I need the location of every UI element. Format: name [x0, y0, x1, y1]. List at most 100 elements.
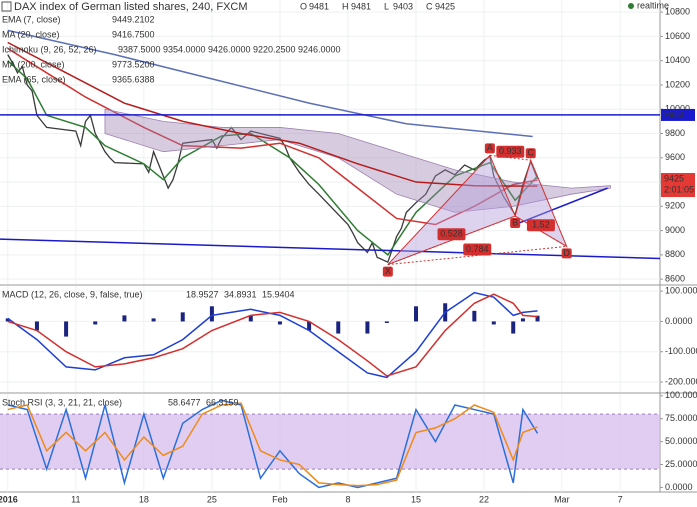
- legend-value: 9426.0000: [208, 44, 251, 54]
- ichimoku-cloud: [104, 108, 611, 213]
- histogram-bar: [511, 321, 516, 334]
- legend-label: MA (200, close): [2, 59, 65, 69]
- point-label: X: [385, 266, 391, 276]
- series-line: [7, 47, 538, 226]
- series-line: [7, 402, 538, 487]
- chart-title: DAX index of German listed shares, 240, …: [14, 1, 248, 13]
- plot-area: [0, 399, 660, 489]
- hline-tag-label: 9953: [664, 109, 684, 119]
- point-marker: [525, 148, 536, 159]
- legend-value: 9773.5200: [112, 59, 155, 69]
- ratio-box: [526, 219, 555, 232]
- price-tag-label: 9425: [664, 173, 684, 183]
- status: realtime: [637, 0, 669, 10]
- y-tick-label: -200.0000: [665, 376, 697, 386]
- legend-value: 9416.7500: [112, 29, 155, 39]
- ratio-box: [437, 228, 466, 241]
- pane-value: 66.3159: [206, 397, 239, 407]
- series-line: [7, 54, 539, 264]
- series-line: [7, 293, 538, 377]
- y-tick-label: 9800: [665, 128, 685, 138]
- y-tick-label: -100.0000: [665, 346, 697, 356]
- ohlc-value: 9481: [309, 1, 329, 11]
- histogram-bar: [277, 321, 282, 325]
- legend-value: 9246.0000: [298, 44, 341, 54]
- plot-area: [0, 290, 660, 383]
- legend-value: 9449.2102: [112, 14, 155, 24]
- histogram-bar: [336, 321, 341, 334]
- legend-label: EMA (7, close): [2, 14, 61, 24]
- ratio-label: 0.784: [466, 244, 489, 254]
- countdown: 2:01:05: [664, 184, 694, 194]
- legend-value: 9365.6388: [112, 74, 155, 84]
- pane: 8600880090009200940096009800100001020010…: [0, 0, 695, 284]
- y-tick-label: 9000: [665, 225, 685, 235]
- y-tick-label: 100.0000: [665, 286, 697, 296]
- series-line: [7, 41, 538, 187]
- pane-value: 58.6477: [168, 397, 201, 407]
- legend-label: EMA (65, close): [2, 74, 66, 84]
- y-tick-label: 10800: [665, 7, 690, 17]
- y-tick-label: 10000: [665, 104, 690, 114]
- point-label: A: [487, 143, 493, 153]
- x-tick-label: 22: [479, 494, 489, 504]
- x-tick-label: 2016: [0, 494, 18, 504]
- legend-label: Ichimoku (9, 26, 52, 26): [2, 44, 97, 54]
- x-tick-label: 8: [345, 494, 350, 504]
- y-tick-label: 10400: [665, 55, 690, 65]
- histogram-bar: [34, 321, 39, 331]
- y-tick-label: 9600: [665, 152, 685, 162]
- legend-value: 9220.2500: [253, 44, 296, 54]
- y-tick-label: 10600: [665, 31, 690, 41]
- histogram-bar: [520, 318, 525, 322]
- legend-value: 9387.5000: [118, 44, 161, 54]
- ratio-box: [463, 243, 492, 256]
- y-tick-label: 9200: [665, 201, 685, 211]
- histogram-bar: [307, 321, 312, 331]
- histogram-bar: [248, 315, 253, 322]
- histogram-bar: [472, 310, 477, 322]
- ohlc-value: 9481: [351, 1, 371, 11]
- point-marker: [510, 218, 521, 229]
- pane-title: MACD (12, 26, close, 9, false, true): [2, 289, 143, 299]
- pane: 0.0000 25.0000 50.0000 75.0000 100.0000 Stoch…: [0, 390, 697, 492]
- x-tick-label: 7: [618, 494, 623, 504]
- ohlc-label: L: [384, 1, 389, 11]
- series-line: [7, 399, 539, 489]
- histogram-bar: [64, 321, 69, 337]
- y-tick-label: 10200: [665, 79, 690, 89]
- point-label: C: [527, 148, 534, 158]
- ratio-label: 0.933: [499, 146, 522, 156]
- trend-line: [0, 238, 660, 260]
- trend-line: [514, 187, 608, 226]
- ohlc-label: O: [300, 1, 307, 11]
- pane-title: Stoch RSI (3, 3, 21, 21, close): [2, 397, 122, 407]
- pane: -200.0000 -100.0000 0.0000 100.0000 MACD (12…: [0, 286, 697, 386]
- hline-tag: [661, 108, 695, 121]
- x-tick-label: 18: [139, 494, 149, 504]
- pane-value: 18.9527: [186, 289, 219, 299]
- series-line: [7, 29, 533, 138]
- ratio-box: [496, 145, 525, 158]
- pattern-leg: [387, 215, 516, 266]
- y-tick-label: 25.0000: [665, 459, 697, 469]
- y-tick-label: 8800: [665, 249, 685, 259]
- ratio-label: 0.528: [440, 229, 463, 239]
- ohlc-value: 9425: [435, 1, 455, 11]
- x-tick-label: 11: [71, 494, 80, 504]
- x-tick-label: 15: [411, 494, 421, 504]
- ohlc-label: C: [426, 1, 433, 11]
- legend-label: MA (20, close): [2, 29, 60, 39]
- histogram-bar: [535, 315, 540, 322]
- y-tick-label: 75.0000: [665, 413, 697, 423]
- y-tick-label: 50.0000: [665, 436, 697, 446]
- histogram-bar: [365, 321, 370, 334]
- x-tick-label: 25: [207, 494, 217, 504]
- histogram-bar: [93, 321, 98, 325]
- plot-area: [0, 11, 660, 280]
- legend-value: 9354.0000: [163, 44, 206, 54]
- y-tick-label: 0.0000: [665, 482, 693, 492]
- price-tag: [661, 173, 695, 198]
- y-tick-label: 100.0000: [665, 390, 697, 400]
